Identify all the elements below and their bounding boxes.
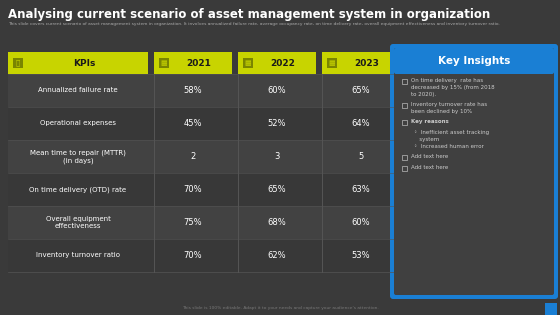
Bar <box>402 79 407 84</box>
Text: 75%: 75% <box>184 218 202 227</box>
Bar <box>8 107 400 140</box>
Bar <box>545 303 557 315</box>
Text: KPIs: KPIs <box>73 59 95 67</box>
Text: 58%: 58% <box>184 86 202 95</box>
Bar <box>8 173 400 206</box>
Text: ▦: ▦ <box>161 60 167 66</box>
Bar <box>154 52 232 74</box>
Text: ▦: ▦ <box>329 60 335 66</box>
Text: ⛯: ⛯ <box>16 60 20 66</box>
Text: 70%: 70% <box>184 185 202 194</box>
Text: Analysing current scenario of asset management system in organization: Analysing current scenario of asset mana… <box>8 8 490 21</box>
Text: 68%: 68% <box>268 218 286 227</box>
Text: Key Insights: Key Insights <box>438 56 510 66</box>
Text: This slide covers current scenario of asset management system in organization. I: This slide covers current scenario of as… <box>8 22 500 26</box>
Text: 2: 2 <box>190 152 195 161</box>
Text: 2022: 2022 <box>270 59 296 67</box>
Text: 2023: 2023 <box>354 59 380 67</box>
Text: 62%: 62% <box>268 251 286 260</box>
Bar <box>8 239 400 272</box>
Bar <box>8 74 400 272</box>
Text: Add text here: Add text here <box>411 165 448 170</box>
Bar <box>159 58 169 68</box>
Bar <box>322 52 400 74</box>
Bar <box>402 155 407 160</box>
Text: Operational expenses: Operational expenses <box>40 121 116 127</box>
Text: 70%: 70% <box>184 251 202 260</box>
Text: ◦  Inefficient asset tracking
   system
◦  Increased human error: ◦ Inefficient asset tracking system ◦ In… <box>414 130 489 149</box>
Bar <box>402 120 407 125</box>
Text: 52%: 52% <box>268 119 286 128</box>
Text: Inventory turnover rate has
been declined by 10%: Inventory turnover rate has been decline… <box>411 102 487 114</box>
Bar <box>327 58 337 68</box>
Text: 53%: 53% <box>352 251 370 260</box>
Text: On time delivery  rate has
decreased by 15% (from 2018
to 2020).: On time delivery rate has decreased by 1… <box>411 78 494 97</box>
Text: 5: 5 <box>358 152 363 161</box>
Text: 63%: 63% <box>352 185 370 194</box>
Text: 2021: 2021 <box>186 59 212 67</box>
Text: Annualized failure rate: Annualized failure rate <box>38 88 118 94</box>
Text: 65%: 65% <box>268 185 286 194</box>
Text: Inventory turnover ratio: Inventory turnover ratio <box>36 253 120 259</box>
Bar <box>402 103 407 108</box>
FancyBboxPatch shape <box>390 44 558 299</box>
Bar <box>238 52 316 74</box>
Text: Key reasons: Key reasons <box>411 119 449 124</box>
Bar <box>13 58 23 68</box>
Bar <box>8 74 400 107</box>
Text: Add text here: Add text here <box>411 154 448 159</box>
Text: 64%: 64% <box>352 119 370 128</box>
FancyBboxPatch shape <box>394 48 554 74</box>
Bar <box>243 58 253 68</box>
Text: 60%: 60% <box>352 218 370 227</box>
Text: ▦: ▦ <box>245 60 251 66</box>
Text: 3: 3 <box>274 152 279 161</box>
Text: This slide is 100% editable. Adapt it to your needs and capture your audience's : This slide is 100% editable. Adapt it to… <box>181 306 379 310</box>
FancyBboxPatch shape <box>394 48 554 295</box>
Bar <box>8 206 400 239</box>
Text: 45%: 45% <box>184 119 202 128</box>
Text: On time delivery (OTD) rate: On time delivery (OTD) rate <box>30 186 127 193</box>
Bar <box>402 166 407 171</box>
Bar <box>8 52 148 74</box>
Text: 65%: 65% <box>352 86 370 95</box>
Bar <box>396 66 552 72</box>
Text: Mean time to repair (MTTR)
(in days): Mean time to repair (MTTR) (in days) <box>30 150 126 163</box>
Text: Overall equipment
effectiveness: Overall equipment effectiveness <box>45 216 110 229</box>
Bar <box>8 140 400 173</box>
Text: 60%: 60% <box>268 86 286 95</box>
